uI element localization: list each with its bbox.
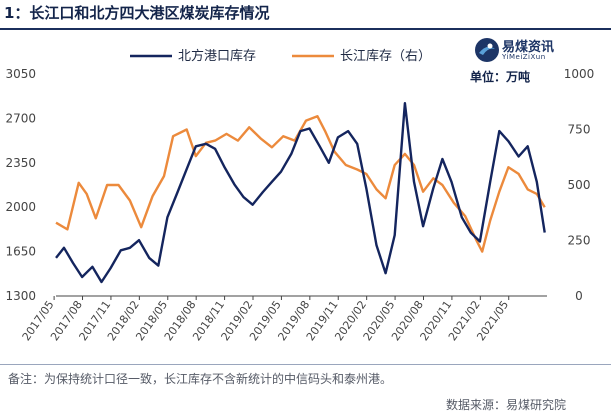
legend-label: 北方港口库存 <box>178 48 256 64</box>
data-source: 数据来源：易煤研究院 <box>446 398 567 412</box>
right-tick-label: 0 <box>575 289 583 303</box>
logo-subtitle: YiMeiZiXun <box>502 53 546 61</box>
logo: 易煤资讯 YiMeiZiXun <box>472 34 607 68</box>
right-tick-label: 1000 <box>564 67 595 81</box>
legend-label: 长江库存（右） <box>340 48 431 64</box>
logo-name: 易煤资讯 <box>502 40 555 55</box>
right-tick-label: 750 <box>568 123 591 137</box>
left-tick-label: 2350 <box>5 156 36 170</box>
left-tick-label: 1300 <box>5 289 36 303</box>
unit-label: 单位：万吨 <box>470 70 531 84</box>
right-tick-label: 500 <box>568 178 591 192</box>
right-tick-label: 250 <box>568 234 591 248</box>
left-tick-label: 3050 <box>5 67 36 81</box>
title-underline <box>0 28 611 30</box>
chart-title: 1：长江口和北方四大港区煤炭库存情况 <box>4 4 270 22</box>
footer-divider <box>0 364 611 365</box>
series-line-north-ports <box>55 102 546 284</box>
left-tick-label: 2700 <box>5 111 36 125</box>
chart-canvas: 1300165020002350270030500250500750100020… <box>5 48 595 343</box>
left-tick-label: 1650 <box>5 245 36 259</box>
left-tick-label: 2000 <box>5 200 36 214</box>
logo-icon <box>475 38 499 62</box>
footnote: 备注：为保持统计口径一致，长江库存不含新统计的中信码头和泰州港。 <box>8 372 393 386</box>
series-line-yangtze <box>55 115 546 253</box>
